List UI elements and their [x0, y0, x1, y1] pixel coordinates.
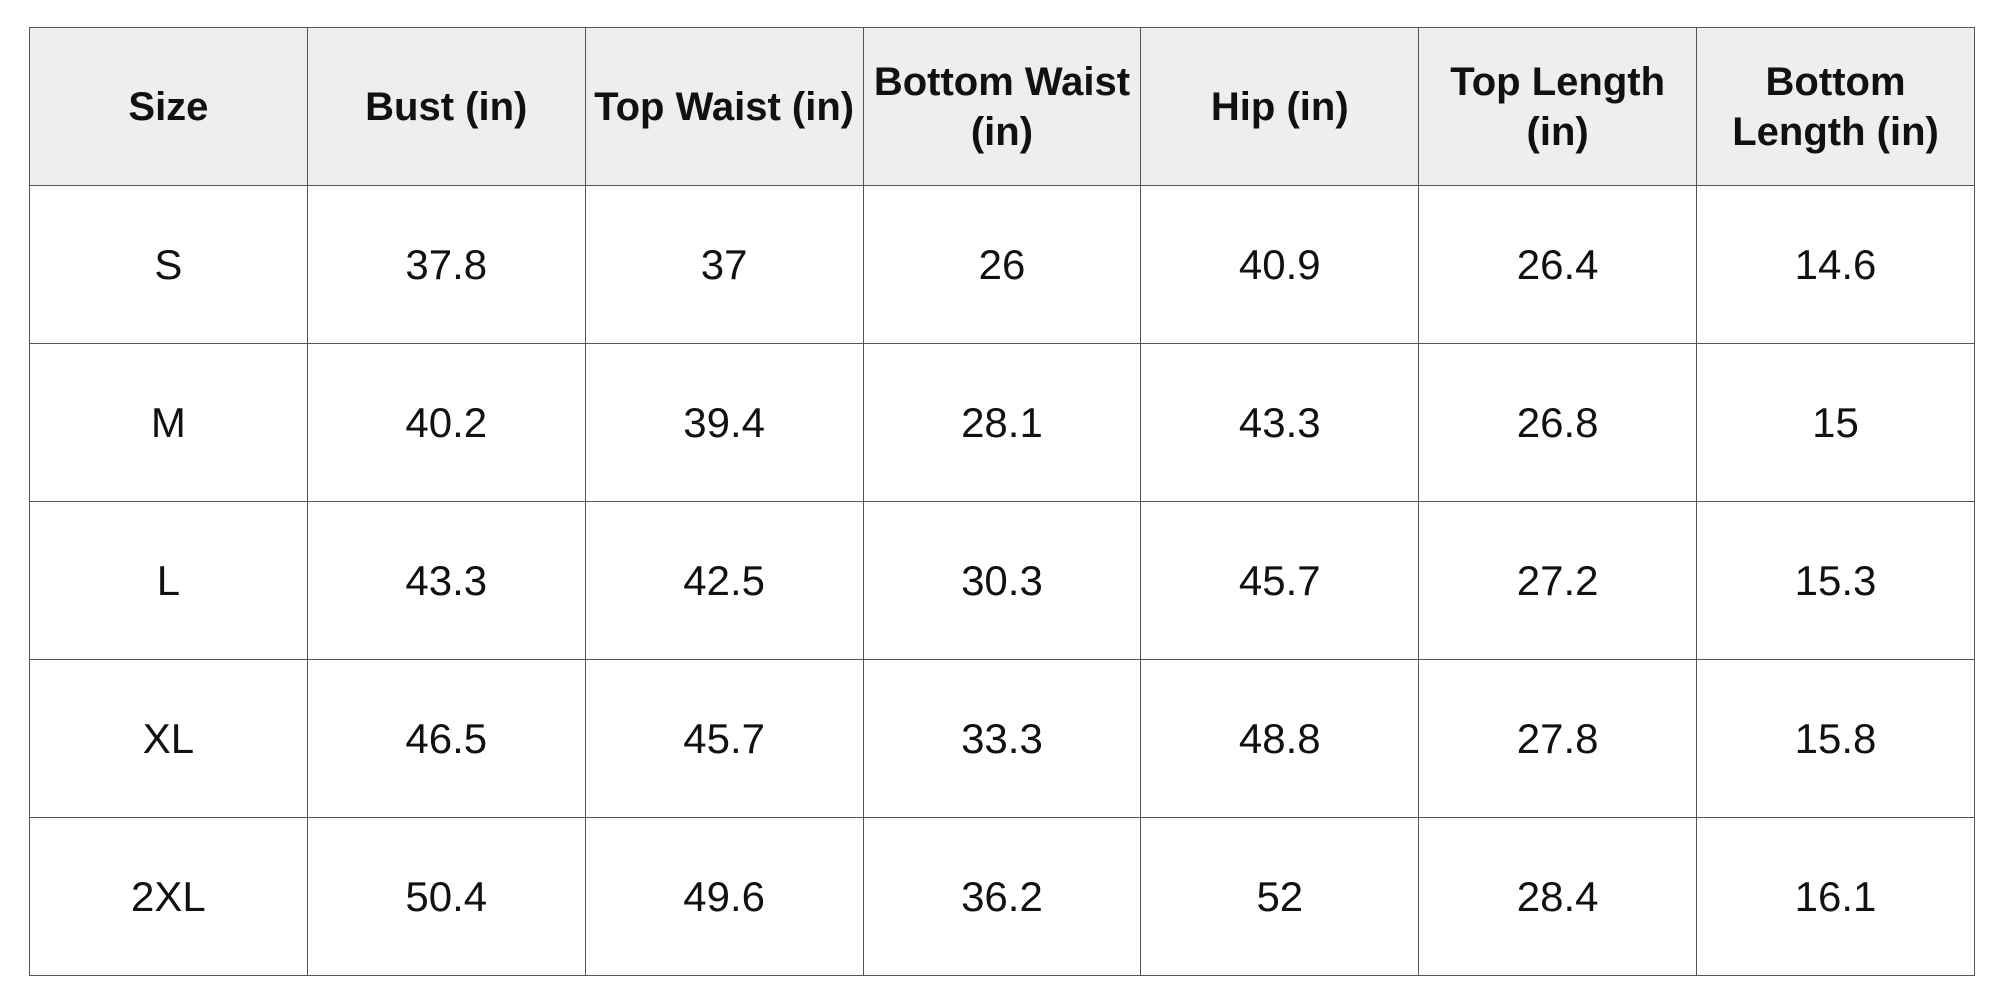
- value-cell: 45.7: [1140, 501, 1420, 660]
- table-row: S 37.8 37 26 40.9 26.4 14.6: [29, 185, 1975, 344]
- value-cell: 43.3: [1140, 343, 1420, 502]
- value-cell: 36.2: [862, 817, 1142, 976]
- value-cell: 26: [862, 185, 1142, 344]
- header-cell: Top Waist (in): [584, 27, 864, 186]
- size-cell: M: [29, 343, 308, 502]
- value-cell: 45.7: [584, 659, 864, 818]
- table-header: Size Bust (in) Top Waist (in) Bottom Waist …: [29, 27, 1975, 186]
- value-cell: 14.6: [1696, 185, 1975, 344]
- value-cell: 30.3: [862, 501, 1142, 660]
- value-cell: 15: [1696, 343, 1975, 502]
- value-cell: 40.2: [306, 343, 586, 502]
- size-cell: S: [29, 185, 308, 344]
- size-cell: 2XL: [29, 817, 308, 976]
- header-cell: Bottom Length (in): [1696, 27, 1975, 186]
- value-cell: 15.8: [1696, 659, 1975, 818]
- table-row: XL 46.5 45.7 33.3 48.8 27.8 15.8: [29, 659, 1975, 818]
- value-cell: 46.5: [306, 659, 586, 818]
- value-cell: 50.4: [306, 817, 586, 976]
- value-cell: 40.9: [1140, 185, 1420, 344]
- size-cell: XL: [29, 659, 308, 818]
- value-cell: 16.1: [1696, 817, 1975, 976]
- value-cell: 37: [584, 185, 864, 344]
- header-cell: Hip (in): [1140, 27, 1420, 186]
- value-cell: 26.8: [1418, 343, 1698, 502]
- table-row: 2XL 50.4 49.6 36.2 52 28.4 16.1: [29, 817, 1975, 976]
- value-cell: 26.4: [1418, 185, 1698, 344]
- value-cell: 27.8: [1418, 659, 1698, 818]
- value-cell: 52: [1140, 817, 1420, 976]
- value-cell: 27.2: [1418, 501, 1698, 660]
- value-cell: 48.8: [1140, 659, 1420, 818]
- value-cell: 28.4: [1418, 817, 1698, 976]
- value-cell: 39.4: [584, 343, 864, 502]
- header-row: Size Bust (in) Top Waist (in) Bottom Waist …: [29, 27, 1975, 186]
- value-cell: 15.3: [1696, 501, 1975, 660]
- size-cell: L: [29, 501, 308, 660]
- header-cell: Bottom Waist (in): [862, 27, 1142, 186]
- size-table: Size Bust (in) Top Waist (in) Bottom Waist …: [29, 27, 1975, 976]
- table-row: L 43.3 42.5 30.3 45.7 27.2 15.3: [29, 501, 1975, 660]
- value-cell: 33.3: [862, 659, 1142, 818]
- table-body: S 37.8 37 26 40.9 26.4 14.6 M 40.2 39.4 28.1 43.3 26…: [29, 185, 1975, 976]
- value-cell: 42.5: [584, 501, 864, 660]
- header-cell: Size: [29, 27, 308, 186]
- value-cell: 49.6: [584, 817, 864, 976]
- table-row: M 40.2 39.4 28.1 43.3 26.8 15: [29, 343, 1975, 502]
- header-cell: Top Length (in): [1418, 27, 1698, 186]
- header-cell: Bust (in): [306, 27, 586, 186]
- value-cell: 28.1: [862, 343, 1142, 502]
- value-cell: 37.8: [306, 185, 586, 344]
- value-cell: 43.3: [306, 501, 586, 660]
